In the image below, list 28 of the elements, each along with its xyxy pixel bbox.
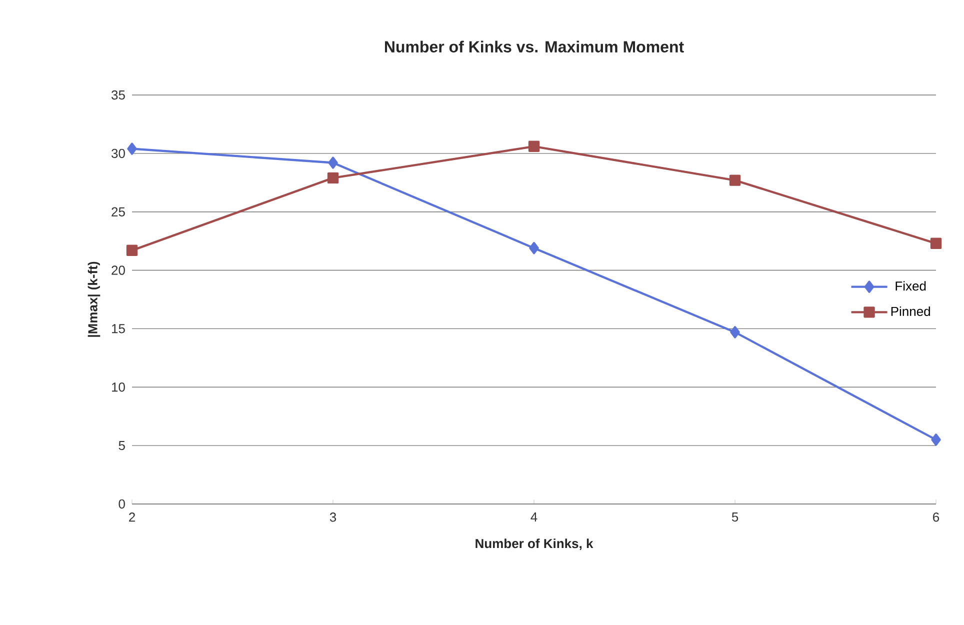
y-axis-title: |Mmax| (k-ft) <box>88 262 100 337</box>
point <box>126 244 138 256</box>
x-tick-label: 6 <box>933 512 940 522</box>
point <box>328 156 338 169</box>
point <box>327 172 339 184</box>
y-tick-label: 15 <box>112 324 125 334</box>
point <box>729 174 741 186</box>
point <box>931 434 941 446</box>
legend-label: Pinned <box>891 306 930 316</box>
x-tick-label: 4 <box>530 512 538 522</box>
y-tick-label: 30 <box>112 148 125 158</box>
y-tick-label: 20 <box>112 266 125 275</box>
y-tick-label: 10 <box>112 382 125 392</box>
x-tick-label: 3 <box>330 512 336 522</box>
x-tick-label: 2 <box>129 512 135 522</box>
chart-title: Number of Kinks vs. Maximum Moment <box>384 40 684 52</box>
point <box>529 242 539 254</box>
legend-label: Fixed <box>896 281 926 291</box>
y-tick-label: 5 <box>118 441 125 450</box>
point <box>127 142 137 155</box>
point <box>528 140 540 152</box>
y-tick-label: 0 <box>118 499 125 509</box>
point <box>730 326 740 338</box>
x-tick-label: 5 <box>732 512 738 522</box>
y-tick-label: 25 <box>112 207 125 216</box>
y-tick-label: 35 <box>112 90 125 100</box>
point <box>930 238 942 249</box>
x-axis-title: Number of Kinks, k <box>476 538 594 550</box>
